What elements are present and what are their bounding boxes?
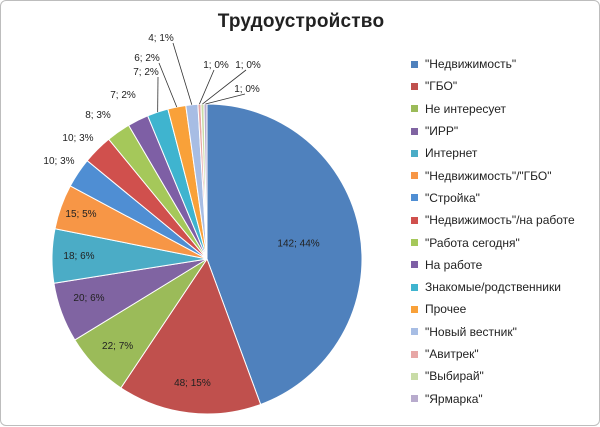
legend-label: "Новый вестник" xyxy=(425,325,517,339)
legend-swatch xyxy=(411,150,418,157)
legend-swatch xyxy=(411,239,418,246)
legend-item: "ГБО" xyxy=(411,75,597,97)
data-label: 4; 1% xyxy=(148,33,174,44)
data-label: 10; 3% xyxy=(43,156,74,167)
data-label: 8; 3% xyxy=(85,110,111,121)
data-label: 10; 3% xyxy=(62,133,93,144)
legend-label: Прочее xyxy=(425,302,466,316)
legend-item: "Новый вестник" xyxy=(411,321,597,343)
data-label: 7; 2% xyxy=(110,90,136,101)
legend-label: На работе xyxy=(425,258,482,272)
data-label: 142; 44% xyxy=(277,239,319,250)
legend-swatch xyxy=(411,172,418,179)
legend-label: "Авитрек" xyxy=(425,347,479,361)
legend-label: "Стройка" xyxy=(425,191,480,205)
legend-swatch xyxy=(411,83,418,90)
chart-legend: "Недвижимость" "ГБО" Не интересует "ИРР" Инт… xyxy=(411,53,597,410)
legend-swatch xyxy=(411,217,418,224)
legend-label: "Недвижимость"/"ГБО" xyxy=(425,169,552,183)
legend-swatch xyxy=(411,351,418,358)
data-label: 6; 2% xyxy=(134,53,160,64)
legend-item: "Работа сегодня" xyxy=(411,231,597,253)
legend-item: Интернет xyxy=(411,142,597,164)
legend-swatch xyxy=(411,128,418,135)
legend-item: "Выбирай" xyxy=(411,365,597,387)
legend-label: Интернет xyxy=(425,146,477,160)
data-label: 48; 15% xyxy=(174,378,211,389)
legend-label: "Недвижимость" xyxy=(425,57,516,71)
legend-item: На работе xyxy=(411,254,597,276)
legend-item: "Авитрек" xyxy=(411,343,597,365)
legend-label: Не интересует xyxy=(425,102,506,116)
legend-swatch xyxy=(411,284,418,291)
data-label: 1; 0% xyxy=(203,60,229,71)
legend-item: Прочее xyxy=(411,298,597,320)
leader-line xyxy=(173,43,192,105)
legend-label: "Ярмарка" xyxy=(425,392,483,406)
legend-item: "Недвижимость" xyxy=(411,53,597,75)
leader-line xyxy=(199,70,214,104)
data-label: 15; 5% xyxy=(65,209,96,220)
leader-line xyxy=(205,94,245,104)
legend-item: "Ярмарка" xyxy=(411,387,597,409)
legend-item: Не интересует xyxy=(411,98,597,120)
legend-label: "Недвижимость"/на работе xyxy=(425,213,575,227)
legend-item: "Недвижимость"/на работе xyxy=(411,209,597,231)
legend-item: Знакомые/родственники xyxy=(411,276,597,298)
legend-item: "Недвижимость"/"ГБО" xyxy=(411,164,597,186)
legend-label: "Выбирай" xyxy=(425,369,484,383)
data-label: 7; 2% xyxy=(133,67,159,78)
legend-swatch xyxy=(411,306,418,313)
legend-swatch xyxy=(411,61,418,68)
legend-swatch xyxy=(411,373,418,380)
legend-swatch xyxy=(411,328,418,335)
legend-label: "ИРР" xyxy=(425,124,458,138)
leader-line xyxy=(159,63,177,107)
legend-label: Знакомые/родственники xyxy=(425,280,561,294)
data-label: 20; 6% xyxy=(73,293,104,304)
legend-item: "ИРР" xyxy=(411,120,597,142)
data-label: 1; 0% xyxy=(235,60,261,71)
data-label: 1; 0% xyxy=(234,84,260,95)
legend-swatch xyxy=(411,261,418,268)
legend-label: "Работа сегодня" xyxy=(425,236,520,250)
data-label: 18; 6% xyxy=(63,251,94,262)
legend-swatch xyxy=(411,194,418,201)
legend-item: "Стройка" xyxy=(411,187,597,209)
legend-swatch xyxy=(411,105,418,112)
data-label: 22; 7% xyxy=(102,341,133,352)
legend-label: "ГБО" xyxy=(425,79,457,93)
legend-swatch xyxy=(411,395,418,402)
